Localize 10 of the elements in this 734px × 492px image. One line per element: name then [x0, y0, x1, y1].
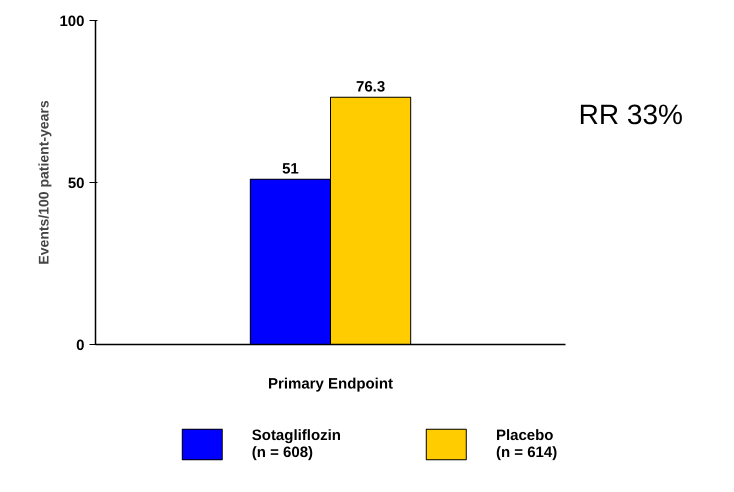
x-tick-label: Primary Endpoint [268, 376, 394, 392]
y-tick-label: 100 [59, 13, 85, 30]
y-tick-label: 50 [68, 175, 85, 192]
text: RR 33% [578, 98, 683, 130]
data-label: 51 [282, 160, 299, 178]
y-axis-title: Events/100 patient-years [35, 100, 52, 265]
data-label: 76.3 [356, 78, 386, 96]
legend-label: Placebo (n = 614) [496, 426, 558, 460]
y-tick-label: 0 [76, 337, 84, 354]
legend-label: Sotagliflozin (n = 608) [252, 426, 341, 460]
